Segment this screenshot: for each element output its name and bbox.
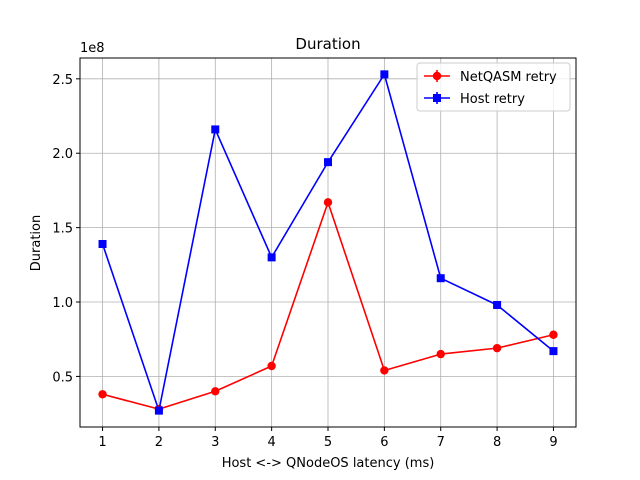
legend-box xyxy=(416,62,571,112)
data-point xyxy=(549,347,558,356)
data-point xyxy=(493,300,502,309)
legend-label: NetQASM retry xyxy=(460,70,557,85)
y-tick-label: 1.5 xyxy=(52,222,73,237)
y-scale-multiplier: 1e8 xyxy=(80,41,105,56)
x-tick-label: 6 xyxy=(380,435,388,450)
y-tick-label: 2.0 xyxy=(52,147,73,162)
y-axis-label: Duration xyxy=(29,215,44,271)
x-tick-label: 3 xyxy=(211,435,219,450)
legend-marker xyxy=(433,94,441,102)
data-point xyxy=(436,274,445,283)
data-point xyxy=(98,390,107,399)
series-layer xyxy=(98,70,558,415)
data-point xyxy=(211,125,220,134)
x-tick-label: 4 xyxy=(267,435,275,450)
y-tick-label: 2.5 xyxy=(52,73,73,88)
x-axis-label: Host <-> QNodeOS latency (ms) xyxy=(222,456,435,471)
chart-title: Duration xyxy=(295,35,360,53)
x-tick-label: 1 xyxy=(98,435,106,450)
x-tick-label: 5 xyxy=(324,435,332,450)
x-tick-label: 2 xyxy=(155,435,163,450)
axis-ticks: 1 2 3 4 5 6 7 8 9 0.5 1.0 1.5 2.0 2.5 xyxy=(52,73,557,450)
x-tick-label: 8 xyxy=(493,435,501,450)
data-point xyxy=(267,253,276,262)
legend-entry: NetQASM retry xyxy=(424,70,557,85)
x-tick-label: 7 xyxy=(437,435,445,450)
y-tick-label: 1.0 xyxy=(52,296,73,311)
data-point xyxy=(323,198,333,207)
series-2 xyxy=(98,70,558,415)
data-point xyxy=(549,330,558,339)
data-point xyxy=(380,70,389,79)
legend-marker xyxy=(432,71,442,81)
data-point xyxy=(324,158,332,167)
x-tick-label: 9 xyxy=(549,435,557,450)
data-point xyxy=(98,239,107,248)
data-point xyxy=(492,343,502,353)
grid xyxy=(80,58,576,427)
data-point xyxy=(211,387,220,396)
data-point xyxy=(267,361,276,371)
legend-label: Host retry xyxy=(460,92,525,107)
data-point xyxy=(154,406,163,415)
data-point xyxy=(436,349,445,359)
y-tick-label: 0.5 xyxy=(52,370,73,385)
legend-entry: Host retry xyxy=(424,92,525,107)
legend: NetQASM retry Host retry xyxy=(416,62,571,112)
data-point xyxy=(380,366,389,375)
